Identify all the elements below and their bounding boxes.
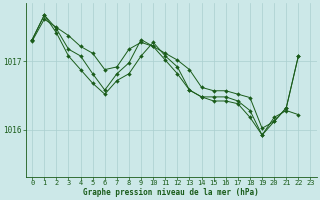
X-axis label: Graphe pression niveau de la mer (hPa): Graphe pression niveau de la mer (hPa) bbox=[84, 188, 259, 197]
